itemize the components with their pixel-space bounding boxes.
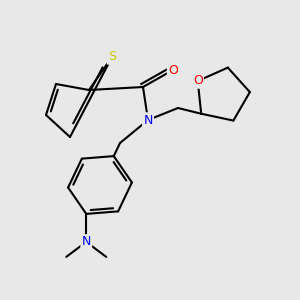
Text: O: O (168, 64, 178, 76)
Text: O: O (193, 74, 203, 88)
Text: S: S (108, 50, 116, 64)
Text: N: N (82, 236, 91, 248)
Text: N: N (143, 113, 153, 127)
